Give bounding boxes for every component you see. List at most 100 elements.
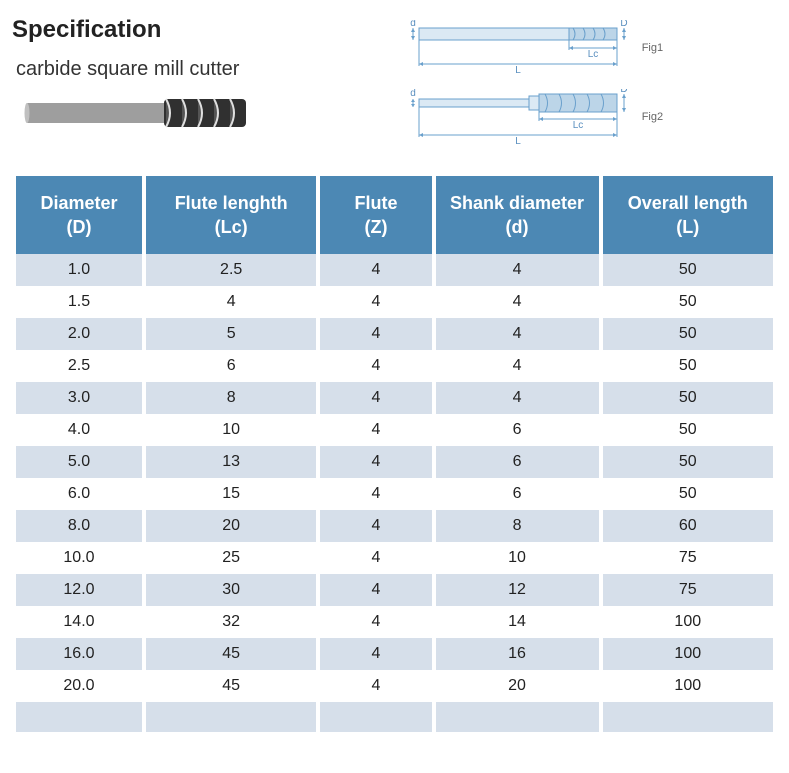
table-cell: 6: [436, 414, 599, 446]
table-row: 1.02.54450: [16, 254, 773, 286]
table-cell: 50: [603, 414, 773, 446]
table-cell: 20: [146, 510, 316, 542]
table-cell: 4: [320, 670, 431, 702]
table-cell: 10.0: [16, 542, 142, 574]
table-cell: 100: [603, 670, 773, 702]
table-cell-empty: [16, 702, 142, 732]
table-cell: 100: [603, 638, 773, 670]
table-cell: 8: [146, 382, 316, 414]
table-cell: 50: [603, 446, 773, 478]
table-row: 6.0154650: [16, 478, 773, 510]
table-row: 2.054450: [16, 318, 773, 350]
table-cell: 2.5: [16, 350, 142, 382]
table-cell: 5: [146, 318, 316, 350]
table-cell: 4: [320, 478, 431, 510]
table-row: 14.032414100: [16, 606, 773, 638]
table-cell: 45: [146, 638, 316, 670]
table-cell: 32: [146, 606, 316, 638]
dim-L-label-1: L: [515, 65, 521, 75]
table-cell: 12.0: [16, 574, 142, 606]
table-cell: 1.5: [16, 286, 142, 318]
table-cell: 4: [320, 382, 431, 414]
table-cell: 4: [320, 606, 431, 638]
table-cell: 20: [436, 670, 599, 702]
table-cell: 16: [436, 638, 599, 670]
table-row: 12.03041275: [16, 574, 773, 606]
table-row: 2.564450: [16, 350, 773, 382]
table-row: 8.0204860: [16, 510, 773, 542]
table-cell: 10: [436, 542, 599, 574]
table-cell: 6.0: [16, 478, 142, 510]
header-right: d D Lc L Fig1: [409, 16, 777, 158]
dim-D-label: D: [620, 20, 627, 29]
table-cell: 75: [603, 574, 773, 606]
table-cell: 8: [436, 510, 599, 542]
header-left: Specification carbide square mill cutter: [12, 16, 399, 142]
table-cell: 4: [320, 574, 431, 606]
table-row: 10.02541075: [16, 542, 773, 574]
table-cell: 4: [320, 414, 431, 446]
page-title: Specification: [12, 16, 399, 44]
table-cell-empty: [436, 702, 599, 732]
col-header-4: Overall length(L): [603, 176, 773, 254]
table-cell: 4: [320, 446, 431, 478]
table-cell: 1.0: [16, 254, 142, 286]
table-cell: 4: [436, 318, 599, 350]
table-cell: 13: [146, 446, 316, 478]
table-cell: 6: [146, 350, 316, 382]
table-cell-empty: [320, 702, 431, 732]
table-row: 20.045420100: [16, 670, 773, 702]
table-cell: 4: [320, 510, 431, 542]
table-cell: 50: [603, 318, 773, 350]
dim-d-label: d: [410, 20, 416, 29]
table-cell: 4: [436, 350, 599, 382]
table-cell: 12: [436, 574, 599, 606]
table-cell: 4: [146, 286, 316, 318]
spec-table-body: 1.02.544501.5444502.0544502.5644503.0844…: [16, 254, 773, 732]
table-cell: 4: [436, 382, 599, 414]
table-cell: 14: [436, 606, 599, 638]
table-cell: 75: [603, 542, 773, 574]
table-cell: 4: [320, 318, 431, 350]
table-cell: 50: [603, 254, 773, 286]
col-header-0: Diameter(D): [16, 176, 142, 254]
table-cell: 50: [603, 350, 773, 382]
col-header-1: Flute lenghth(Lc): [146, 176, 316, 254]
table-cell: 50: [603, 286, 773, 318]
table-cell: 100: [603, 606, 773, 638]
table-cell: 30: [146, 574, 316, 606]
table-cell: 4: [320, 350, 431, 382]
table-cell: 8.0: [16, 510, 142, 542]
table-cell: 4: [320, 542, 431, 574]
table-cell: 4: [436, 254, 599, 286]
table-cell: 4: [320, 254, 431, 286]
col-header-3: Shank diameter(d): [436, 176, 599, 254]
table-cell: 10: [146, 414, 316, 446]
table-cell: 4.0: [16, 414, 142, 446]
fig2-diagram: d D Lc L Fig2: [409, 89, 777, 144]
table-row: 1.544450: [16, 286, 773, 318]
table-cell: 3.0: [16, 382, 142, 414]
table-cell: 45: [146, 670, 316, 702]
spec-table-head: Diameter(D)Flute lenghth(Lc)Flute(Z)Shan…: [16, 176, 773, 254]
cutter-photo-icon: [24, 89, 399, 142]
table-cell: 50: [603, 478, 773, 510]
header-region: Specification carbide square mill cutter: [12, 16, 777, 158]
spec-table: Diameter(D)Flute lenghth(Lc)Flute(Z)Shan…: [12, 176, 777, 732]
table-row: 4.0104650: [16, 414, 773, 446]
table-cell: 2.5: [146, 254, 316, 286]
table-cell: 4: [320, 286, 431, 318]
fig1-label: Fig1: [642, 42, 663, 54]
dim-L-label-2: L: [515, 136, 521, 144]
dim-Lc-label-1: Lc: [587, 49, 598, 60]
table-cell: 20.0: [16, 670, 142, 702]
table-cell: 50: [603, 382, 773, 414]
table-cell: 16.0: [16, 638, 142, 670]
dim-D-label-2: D: [620, 89, 627, 95]
table-cell: 6: [436, 478, 599, 510]
table-cell-empty: [146, 702, 316, 732]
table-cell: 14.0: [16, 606, 142, 638]
fig1-diagram: d D Lc L Fig1: [409, 20, 777, 75]
table-cell: 4: [436, 286, 599, 318]
dim-d-label-2: d: [410, 89, 416, 99]
